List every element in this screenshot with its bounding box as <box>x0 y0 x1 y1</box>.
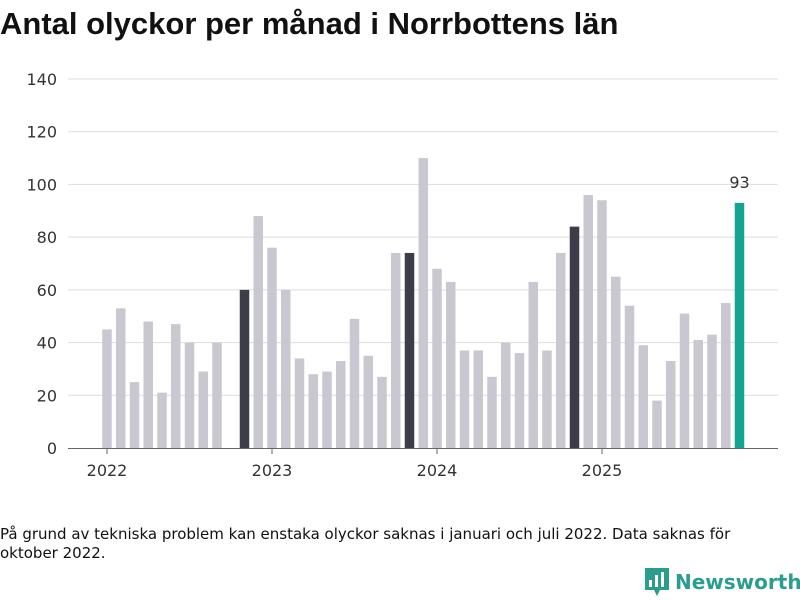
y-tick-label: 140 <box>26 70 57 89</box>
bar <box>611 276 621 448</box>
bar <box>267 247 277 448</box>
bar <box>542 350 552 448</box>
bar <box>418 158 428 449</box>
bar <box>652 400 662 448</box>
y-tick-label: 80 <box>37 228 57 247</box>
bar <box>171 324 181 448</box>
bar-latest <box>734 202 745 448</box>
bar <box>721 303 731 448</box>
bar <box>116 308 126 448</box>
bar <box>473 350 483 448</box>
y-tick-label: 40 <box>37 334 57 353</box>
chart-title: Antal olyckor per månad i Norrbottens lä… <box>0 6 619 41</box>
bar <box>143 321 153 448</box>
bar-highlighted <box>569 226 580 448</box>
bar <box>528 281 538 448</box>
bar <box>129 382 140 448</box>
bar <box>308 374 318 448</box>
bar <box>556 252 566 448</box>
bar <box>391 252 401 448</box>
bar <box>336 361 346 448</box>
y-tick-label: 20 <box>37 386 57 405</box>
x-tick-label: 2025 <box>582 461 623 480</box>
bar <box>363 355 373 448</box>
bar <box>184 342 195 448</box>
bar <box>432 268 442 448</box>
y-tick-label: 100 <box>26 175 57 194</box>
bar <box>514 353 525 448</box>
bar <box>102 329 112 448</box>
bar <box>349 318 360 448</box>
tick-labels: 0 20 40 60 80 100 120 140 2022 2023 2024 2025 <box>26 70 622 480</box>
bar <box>679 313 690 448</box>
bar <box>446 281 456 448</box>
y-tick-label: 60 <box>37 281 57 300</box>
bar <box>212 342 222 448</box>
bar <box>253 216 263 448</box>
bar <box>294 358 305 448</box>
bar <box>624 305 635 448</box>
bar <box>583 194 593 448</box>
bar <box>157 392 167 448</box>
bar-highlighted <box>239 289 250 448</box>
chart: 93 0 20 40 60 80 100 120 140 2022 2023 2024 2025 <box>26 70 778 480</box>
x-tick-label: 2023 <box>252 461 293 480</box>
bar <box>487 376 497 448</box>
bar <box>377 376 387 448</box>
bar <box>501 342 511 448</box>
brand-name: Newsworthy <box>675 570 800 594</box>
bar <box>281 289 291 448</box>
brand-logo: Newsworthy <box>645 568 800 596</box>
bar <box>459 350 470 448</box>
bar-chart-logo-icon <box>645 568 669 596</box>
bar <box>707 334 717 448</box>
latest-value-label: 93 <box>729 173 749 192</box>
x-tick-label: 2022 <box>87 461 128 480</box>
bars: 93 <box>102 158 750 449</box>
bar <box>198 371 208 448</box>
y-tick-label: 120 <box>26 123 57 142</box>
bar <box>597 200 607 448</box>
x-tick-label: 2024 <box>417 461 458 480</box>
footnote: På grund av tekniska problem kan enstaka… <box>0 525 731 562</box>
bar <box>693 339 703 448</box>
y-tick-label: 0 <box>47 439 57 458</box>
bar <box>322 371 332 448</box>
bar-highlighted <box>404 252 415 448</box>
bar <box>666 361 676 448</box>
bar <box>638 345 648 448</box>
